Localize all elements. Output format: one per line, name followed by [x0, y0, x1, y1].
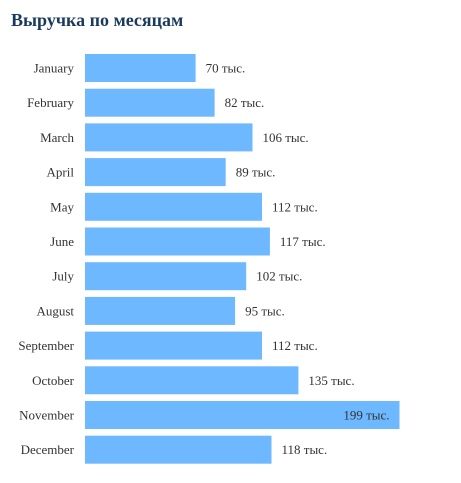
bars-layer — [85, 54, 400, 464]
bar-april — [85, 158, 226, 187]
value-label-april: 89 тыс. — [236, 165, 276, 180]
category-label-june: June — [50, 234, 74, 249]
category-label-january: January — [34, 61, 75, 76]
bar-november — [85, 401, 400, 429]
bar-october — [85, 366, 299, 395]
value-label-october: 135 тыс. — [308, 373, 354, 388]
category-label-march: March — [40, 130, 74, 145]
category-label-july: July — [52, 269, 74, 284]
value-label-september: 112 тыс. — [272, 338, 318, 353]
bar-july — [85, 262, 247, 291]
bar-may — [85, 192, 262, 221]
category-label-november: November — [19, 408, 75, 423]
category-label-may: May — [50, 199, 74, 214]
value-label-august: 95 тыс. — [245, 303, 285, 318]
value-label-june: 117 тыс. — [280, 234, 326, 249]
category-labels: January February March April May June July Augu… — [18, 61, 74, 458]
bar-january — [85, 54, 196, 82]
category-label-february: February — [27, 95, 74, 110]
bar-september — [85, 331, 262, 360]
category-label-april: April — [47, 165, 75, 180]
bar-june — [85, 227, 270, 256]
category-label-december: December — [21, 442, 75, 457]
value-label-february: 82 тыс. — [225, 95, 265, 110]
value-label-november: 199 тыс. — [343, 408, 389, 423]
value-label-march: 106 тыс. — [263, 130, 309, 145]
bar-february — [85, 88, 215, 117]
category-label-september: September — [18, 338, 74, 353]
value-label-january: 70 тыс. — [206, 61, 246, 76]
value-labels: 70 тыс. 82 тыс. 106 тыс. 89 тыс. 112 тыс. 117… — [206, 61, 390, 458]
category-label-october: October — [32, 373, 75, 388]
category-label-august: August — [36, 303, 74, 318]
bar-december — [85, 435, 272, 464]
value-label-july: 102 тыс. — [256, 269, 302, 284]
value-label-december: 118 тыс. — [282, 442, 328, 457]
value-label-may: 112 тыс. — [272, 199, 318, 214]
chart-title: Выручка по месяцам — [11, 10, 184, 30]
bar-march — [85, 123, 253, 152]
bar-august — [85, 296, 236, 325]
